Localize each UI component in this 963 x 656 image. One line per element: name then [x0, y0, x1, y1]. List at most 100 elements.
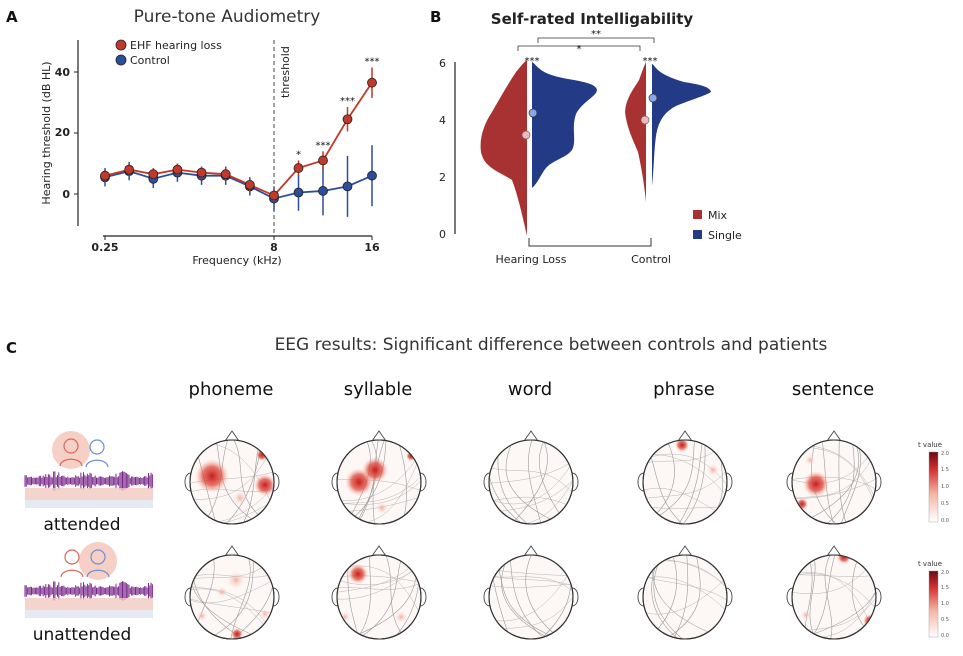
- ytick-20: 20: [55, 126, 71, 139]
- b-ytick-2: 2: [439, 171, 446, 184]
- b-ytick-4: 4: [439, 114, 446, 127]
- colorbar-attended: t value 0.0 0.5 1.0 1.5 2.0: [918, 441, 949, 524]
- legend-marker-ehf: [115, 39, 127, 51]
- data-point: [220, 169, 231, 180]
- data-point: [196, 167, 207, 178]
- xtick-025: 0.25: [91, 241, 118, 254]
- col-phrase: phrase: [653, 379, 715, 400]
- data-point: [124, 164, 135, 175]
- cb-u-t3: 1.5: [941, 585, 949, 591]
- colorbar-unattended: t value 0.0 0.5 1.0 1.5 2.0: [918, 560, 949, 639]
- cb-u-t0: 0.0: [941, 633, 949, 639]
- legend-label-control: Control: [130, 54, 170, 67]
- series-line: [104, 82, 373, 197]
- median-ctrl-mix: [640, 115, 650, 125]
- col-phoneme: phoneme: [189, 379, 274, 400]
- legend-label-mix: Mix: [708, 209, 728, 222]
- panel-c-letter: C: [6, 339, 17, 357]
- data-point: [318, 186, 328, 196]
- median-hl-single: [528, 108, 538, 118]
- panel-b-letter: B: [430, 8, 441, 26]
- topomap-attended-syllable: [331, 430, 427, 525]
- b-ytick-6: 6: [439, 57, 446, 70]
- violin-ctrl-mix: [625, 62, 646, 202]
- ytick-40: 40: [55, 66, 71, 79]
- topomap-unattended-word: [483, 545, 579, 640]
- data-point: [367, 77, 377, 88]
- colorbar-title-unattended: t value: [918, 560, 942, 568]
- data-point: [172, 164, 183, 175]
- xtick-16: 16: [364, 241, 380, 254]
- topomap-unattended-phrase: [637, 545, 733, 640]
- violin-hl-single: [532, 62, 597, 188]
- violin-plot: 0 2 4 6 ** * *** *** Hearing Loss Contro…: [439, 29, 742, 266]
- stimulus-attended: attended: [24, 431, 153, 535]
- topomap-attended-word: [483, 430, 579, 525]
- group-hearing-loss: Hearing Loss: [496, 253, 567, 266]
- sig-mix: *: [577, 44, 582, 55]
- row-attended: attended: [43, 515, 120, 535]
- xtick-8: 8: [270, 241, 278, 254]
- sig-ctrl: ***: [643, 56, 658, 67]
- waveform-attended: [24, 471, 153, 491]
- cb-a-t0: 0.0: [941, 518, 949, 524]
- a-xlabel: Frequency (kHz): [192, 254, 281, 267]
- panel-c-title: EEG results: Significant difference betw…: [275, 335, 828, 355]
- legend-swatch-single: [693, 230, 702, 239]
- data-point: [367, 170, 377, 181]
- a-ylabel: Hearing threshold (dB HL): [40, 61, 53, 204]
- waveform-unattended: [24, 581, 153, 601]
- group-control: Control: [631, 253, 671, 266]
- topomap-unattended-syllable: [331, 545, 427, 640]
- threshold-label: threshold: [279, 46, 292, 98]
- panel-a-letter: A: [6, 8, 18, 26]
- panel-a-title: Pure-tone Audiometry: [134, 7, 321, 27]
- data-point: [293, 163, 304, 173]
- cb-a-t3: 1.5: [941, 467, 949, 473]
- data-point: [318, 155, 328, 166]
- panel-b-title: Self-rated Intelligability: [491, 10, 694, 28]
- median-ctrl-single: [648, 93, 658, 103]
- topomap-attended-phrase: [637, 430, 733, 525]
- legend-marker-control: [115, 54, 127, 66]
- topomap-attended-sentence: [786, 430, 882, 525]
- legend-label-ehf: EHF hearing loss: [130, 39, 222, 52]
- data-point: [342, 181, 353, 192]
- violin-hl-mix: [480, 60, 527, 236]
- col-syllable: syllable: [344, 379, 413, 400]
- series-ehf: **********: [100, 56, 380, 202]
- col-sentence: sentence: [792, 379, 874, 400]
- data-point: [100, 170, 110, 181]
- topomap-unattended-phoneme: [184, 545, 280, 640]
- series-line: [104, 170, 373, 200]
- sig-marker: ***: [365, 56, 380, 67]
- cb-a-t4: 2.0: [941, 451, 949, 457]
- b-ytick-0: 0: [439, 228, 446, 241]
- cb-u-t1: 0.5: [941, 617, 949, 623]
- eeg-topomaps: [184, 430, 882, 640]
- data-point: [148, 169, 159, 180]
- row-unattended: unattended: [33, 625, 132, 645]
- col-word: word: [508, 379, 552, 400]
- legend-swatch-mix: [693, 210, 702, 219]
- topomap-unattended-sentence: [786, 545, 882, 640]
- cb-a-t1: 0.5: [941, 501, 949, 507]
- legend-label-single: Single: [708, 229, 742, 242]
- sig-marker: ***: [316, 140, 331, 151]
- sig-hl: ***: [525, 56, 540, 67]
- series-control: [100, 145, 377, 217]
- data-point: [342, 114, 353, 125]
- data-point: [244, 179, 255, 190]
- data-point: [293, 187, 304, 198]
- cb-u-t2: 1.0: [941, 601, 949, 607]
- colorbar-title-attended: t value: [918, 441, 942, 449]
- cb-u-t4: 2.0: [941, 570, 949, 576]
- cb-a-t2: 1.0: [941, 484, 949, 490]
- sig-marker: *: [296, 149, 301, 160]
- stimulus-unattended: unattended: [24, 542, 153, 645]
- topomap-attended-phoneme: [184, 430, 280, 525]
- data-point: [269, 190, 279, 201]
- violin-ctrl-single: [652, 64, 711, 186]
- audiogram-plot: threshold 0 20 40 0.25 8 16 Frequency (k…: [40, 39, 380, 267]
